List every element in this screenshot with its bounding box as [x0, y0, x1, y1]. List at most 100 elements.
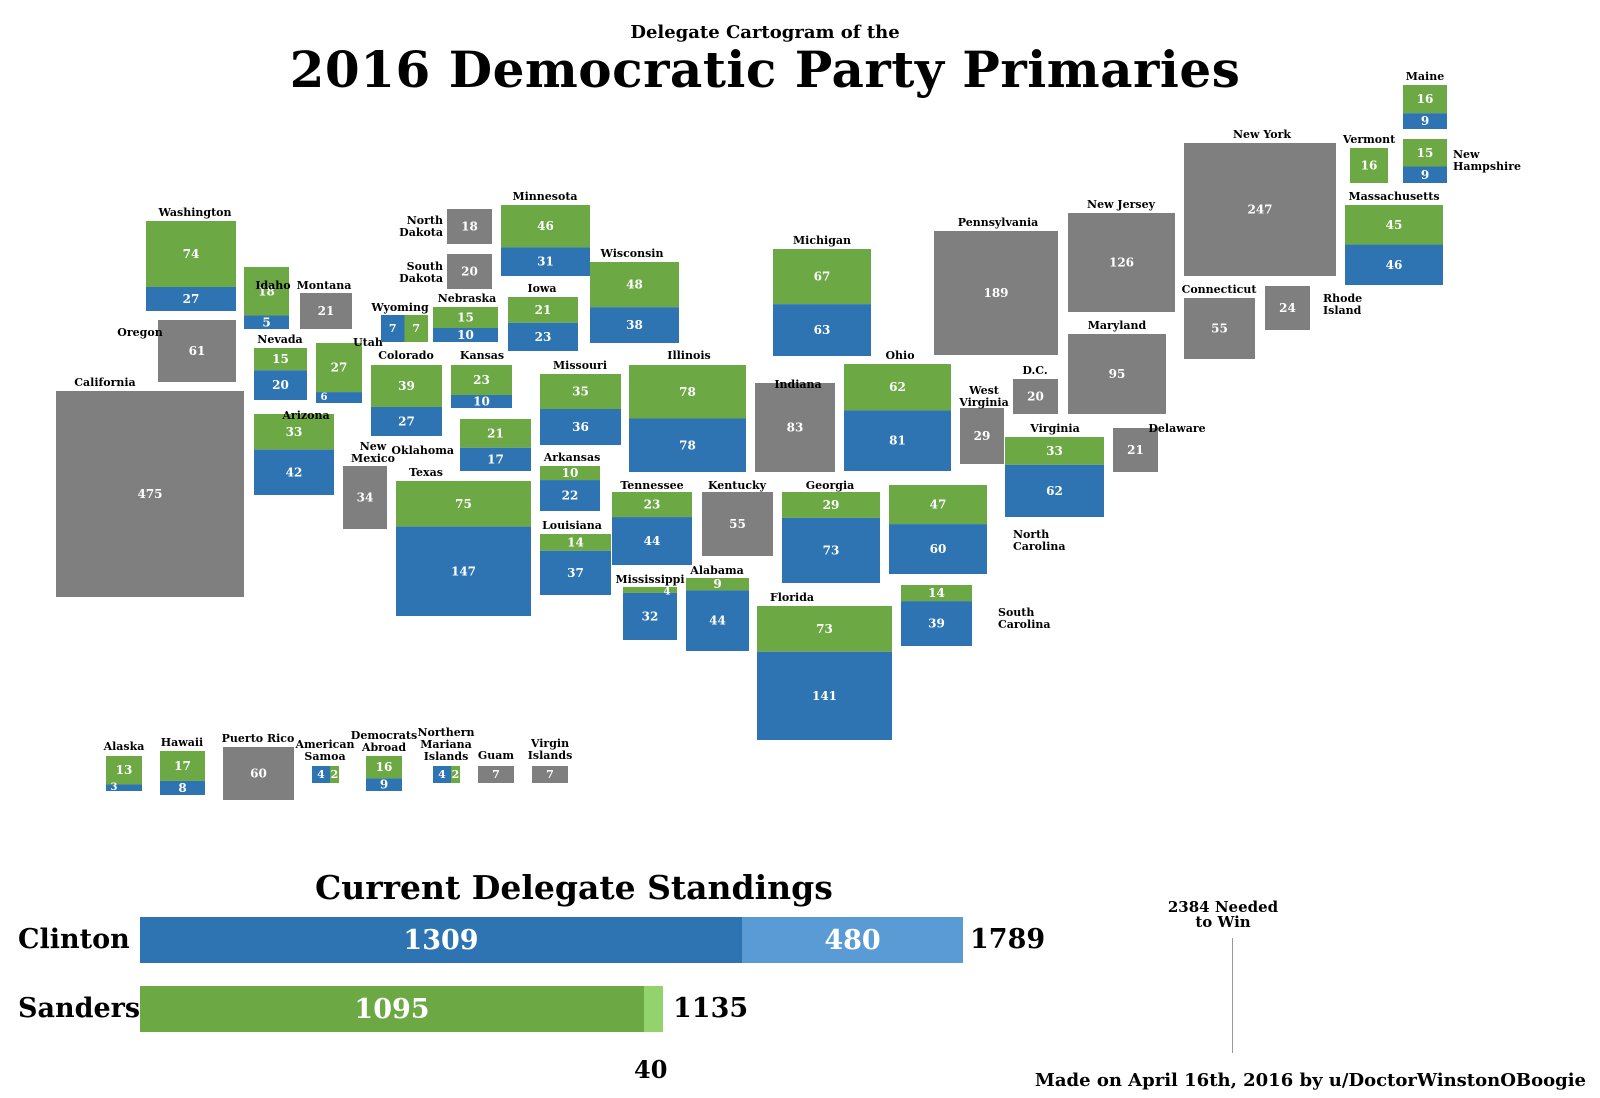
- sanders-block-north-carolina: [889, 485, 987, 525]
- sanders-block-minnesota: [501, 205, 590, 248]
- remaining-block-california: [56, 391, 244, 597]
- clinton-value-iowa: 23: [535, 330, 552, 344]
- sanders-value-wisconsin: 48: [626, 278, 643, 292]
- state-label-virginia: Virginia: [1029, 422, 1080, 435]
- state-virginia: 33 62 Virginia: [1005, 422, 1104, 517]
- remaining-value-north-dakota: 18: [461, 220, 478, 234]
- sanders-value-oklahoma: 21: [487, 426, 504, 440]
- sanders-value-illinois: 78: [679, 385, 696, 399]
- state-label-new-hampshire: New Hampshire: [1453, 148, 1521, 173]
- sanders-block-alaska: [106, 756, 142, 785]
- state-label-washington: Washington: [158, 206, 232, 219]
- state-label-nevada: Nevada: [257, 333, 302, 346]
- state-label-american-samoa: American Samoa: [295, 738, 355, 763]
- sanders-block-maine: [1403, 85, 1447, 114]
- clinton-block-arizona: [254, 449, 334, 495]
- state-label-west-virginia: West Virginia: [958, 384, 1009, 409]
- state-label-new-jersey: New Jersey: [1087, 198, 1156, 211]
- state-label-vermont: Vermont: [1342, 133, 1396, 146]
- clinton-block-maine: [1403, 113, 1447, 129]
- state-kansas: 23 10 Kansas: [451, 349, 512, 408]
- clinton-block-nebraska: [433, 328, 498, 342]
- clinton-value-illinois: 78: [679, 438, 696, 452]
- sanders-block-texas: [396, 481, 531, 527]
- clinton-value-democrats-abroad: 9: [380, 778, 388, 792]
- sanders-value-virginia: 33: [1046, 444, 1063, 458]
- clinton-block-michigan: [773, 304, 871, 356]
- sanders-value-washington: 74: [183, 247, 200, 261]
- state-label-florida: Florida: [770, 591, 814, 604]
- clinton-block-alaska: [106, 784, 142, 791]
- sanders-value-vermont: 16: [1361, 159, 1378, 173]
- clinton-total: 1789: [970, 924, 1046, 955]
- state-label-indiana: Indiana: [774, 378, 821, 391]
- clinton-block-tennessee: [612, 517, 692, 565]
- state-label-missouri: Missouri: [553, 359, 607, 372]
- state-west-virginia: 29 West Virginia: [958, 384, 1009, 464]
- needed-to-win-label: 2384 Needed to Win: [1167, 898, 1279, 931]
- remaining-value-west-virginia: 29: [974, 429, 991, 443]
- clinton-value-washington: 27: [183, 292, 200, 306]
- remaining-value-delaware: 21: [1127, 443, 1144, 457]
- state-virgin-islands: 7 Virgin Islands: [528, 737, 572, 783]
- clinton-value-alaska: 3: [111, 782, 118, 793]
- clinton-value-missouri: 36: [572, 420, 589, 434]
- sanders-value-nevada: 15: [272, 352, 289, 366]
- remaining-block-d-c: [1013, 379, 1058, 414]
- chart-title: 2016 Democratic Party Primaries: [289, 40, 1241, 99]
- sanders-value-idaho: 18: [258, 284, 275, 298]
- state-texas: 75 147 Texas: [396, 466, 531, 616]
- clinton-block-arkansas: [540, 480, 600, 511]
- state-label-hawaii: Hawaii: [161, 736, 203, 749]
- clinton-block-louisiana: [540, 550, 611, 595]
- sanders-value-maine: 16: [1417, 92, 1434, 106]
- state-guam: 7 Guam: [478, 749, 514, 783]
- clinton-value-wisconsin: 38: [626, 318, 643, 332]
- remaining-block-south-dakota: [447, 254, 492, 289]
- state-ohio: 62 81 Ohio: [844, 349, 951, 471]
- remaining-block-new-mexico: [343, 466, 387, 529]
- state-label-oregon: Oregon: [117, 326, 162, 339]
- sanders-block-kansas: [451, 365, 512, 395]
- remaining-block-pennsylvania: [934, 231, 1058, 355]
- remaining-value-montana: 21: [318, 304, 335, 318]
- state-arizona: 33 42 Arizona: [254, 409, 334, 495]
- clinton-label: Clinton: [18, 924, 130, 955]
- clinton-block-american-samoa: [312, 766, 330, 783]
- sanders-value-mississippi: 4: [664, 586, 671, 597]
- state-maryland: 95 Maryland: [1068, 319, 1166, 414]
- state-label-minnesota: Minnesota: [512, 190, 577, 203]
- remaining-value-new-jersey: 126: [1109, 256, 1134, 270]
- state-label-pennsylvania: Pennsylvania: [958, 216, 1039, 229]
- state-rhode-island: 24 Rhode Island: [1265, 286, 1362, 330]
- state-d-c: 20 D.C.: [1013, 364, 1058, 414]
- clinton-value-oklahoma: 17: [487, 452, 504, 466]
- clinton-block-new-hampshire: [1403, 166, 1447, 183]
- state-arkansas: 10 22 Arkansas: [540, 451, 600, 511]
- state-label-california: California: [74, 376, 135, 389]
- state-new-hampshire: 15 9 New Hampshire: [1403, 139, 1521, 183]
- clinton-block-nevada: [254, 370, 307, 400]
- chart-subtitle: Delegate Cartogram of the: [630, 22, 900, 43]
- clinton-value-nebraska: 10: [457, 328, 474, 342]
- clinton-block-texas: [396, 526, 531, 616]
- state-label-ohio: Ohio: [885, 349, 914, 362]
- sanders-value-new-hampshire: 15: [1417, 146, 1434, 160]
- state-new-york: 247 New York: [1184, 128, 1336, 276]
- clinton-value-minnesota: 31: [537, 255, 554, 269]
- clinton-value-idaho: 5: [262, 315, 270, 329]
- state-northern-mariana-islands: 4 2 Northern Mariana Islands: [417, 726, 475, 783]
- clinton-value-arkansas: 22: [562, 489, 579, 503]
- clinton-value-alabama: 44: [709, 614, 726, 628]
- state-connecticut: 55 Connecticut: [1182, 283, 1257, 359]
- state-new-mexico: 34 New Mexico: [343, 440, 395, 529]
- clinton-block-democrats-abroad: [366, 778, 402, 791]
- state-mississippi: 4 32 Mississippi: [615, 573, 685, 640]
- state-american-samoa: 4 2 American Samoa: [295, 738, 355, 783]
- state-alabama: 9 44 Alabama: [686, 564, 749, 651]
- state-maine: 16 9 Maine: [1403, 70, 1447, 129]
- sanders-block-wisconsin: [590, 262, 679, 308]
- state-label-kansas: Kansas: [460, 349, 504, 362]
- sanders-value-massachusetts: 45: [1386, 218, 1403, 232]
- sanders-total: 1135: [673, 993, 749, 1024]
